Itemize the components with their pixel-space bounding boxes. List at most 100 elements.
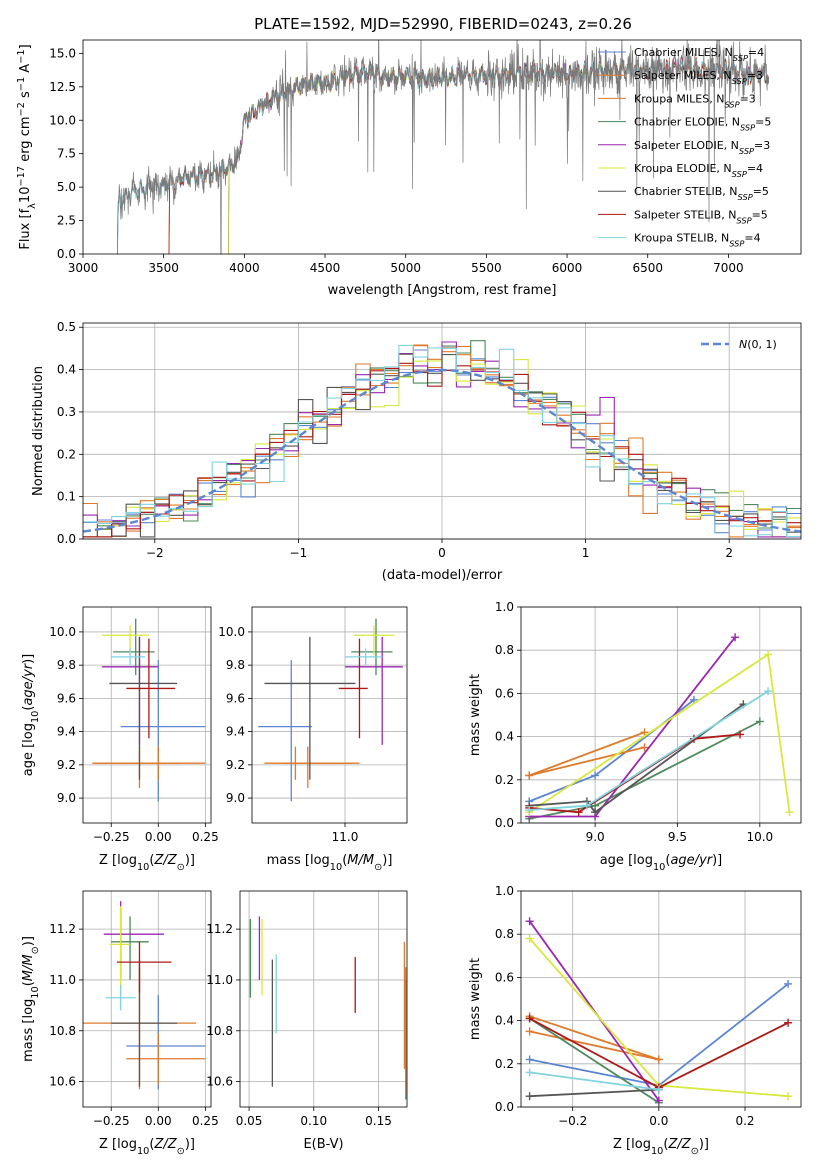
y-tick-label: 9.4 bbox=[226, 725, 245, 739]
legend-entry: Kroupa MILES, NSSP=3 bbox=[634, 92, 756, 109]
model-spectrum-line bbox=[117, 58, 769, 254]
legend-entry: Kroupa STELIB, NSSP=4 bbox=[634, 232, 761, 249]
x-tick-label: −0.25 bbox=[93, 830, 130, 844]
legend-entry: Chabrier STELIB, NSSP=5 bbox=[634, 185, 769, 202]
weight-line bbox=[529, 1030, 659, 1061]
x-tick-label: 6500 bbox=[632, 261, 663, 275]
x-axis-label: Z [log10(Z/Z⊙)] bbox=[613, 1137, 709, 1157]
model-spectrum-line bbox=[168, 57, 769, 254]
axes-frame bbox=[82, 322, 802, 540]
model-spectrum-line bbox=[168, 57, 769, 254]
legend-spectrum: Chabrier MILES, NSSP=4 Salpeter MILES, NS… bbox=[598, 46, 771, 249]
histogram-step bbox=[83, 344, 801, 538]
x-tick-label: 5000 bbox=[390, 261, 421, 275]
weight-line bbox=[529, 690, 769, 811]
y-tick-label: 10.6 bbox=[49, 1075, 76, 1089]
y-tick-label: 9.6 bbox=[57, 691, 76, 705]
axes-spectrum: 3000 3500 4000 4500 5000 5500 6000 6500 7000 0.0 2… bbox=[49, 39, 802, 275]
axes-age_vs_Z: −0.25 0.00 0.25 9.0 9.2 9.4 9.6 9.8 10.0 bbox=[49, 606, 219, 844]
y-tick-label: 9.8 bbox=[226, 658, 245, 672]
y-tick-label: 0.8 bbox=[495, 643, 514, 657]
y-tick-label: 0.0 bbox=[57, 247, 76, 261]
weight-line bbox=[528, 699, 695, 803]
legend-entry: Salpeter MILES, NSSP=3 bbox=[634, 69, 763, 86]
x-tick-label: 3500 bbox=[148, 261, 179, 275]
plot-area-residuals bbox=[83, 340, 801, 538]
axes-weight_vs_age: 9.0 9.5 10.0 0.0 0.2 0.4 0.6 0.8 1.0 bbox=[495, 600, 802, 844]
y-tick-label: 5.0 bbox=[57, 180, 76, 194]
histogram-step bbox=[83, 341, 801, 538]
y-tick-label: 0.6 bbox=[495, 970, 514, 984]
y-tick-label: 9.8 bbox=[57, 658, 76, 672]
plot-area-age_vs_Z bbox=[92, 618, 206, 802]
x-tick-label: 0.05 bbox=[236, 1114, 263, 1128]
x-axis-label: age [log10(age/yr)] bbox=[600, 853, 723, 873]
weight-line bbox=[528, 746, 645, 777]
y-tick-label: 0.4 bbox=[57, 363, 76, 377]
x-axis-label: E(B-V) bbox=[303, 1137, 343, 1152]
x-tick-label: 0.15 bbox=[365, 1114, 392, 1128]
y-tick-label: 0.4 bbox=[495, 730, 514, 744]
axes-frame bbox=[520, 606, 802, 824]
legend-entry: Kroupa ELODIE, NSSP=4 bbox=[634, 162, 763, 179]
x-tick-label: 0.00 bbox=[145, 830, 172, 844]
y-tick-label: 1.0 bbox=[495, 600, 514, 614]
x-tick-label: 3000 bbox=[68, 261, 99, 275]
y-tick-label: 9.0 bbox=[57, 791, 76, 805]
model-spectrum-line bbox=[117, 55, 769, 254]
y-axis-label: Normed distribution bbox=[31, 366, 46, 496]
y-tick-label: 7.5 bbox=[57, 147, 76, 161]
y-tick-label: 11.2 bbox=[49, 922, 76, 936]
x-tick-label: 5500 bbox=[471, 261, 502, 275]
x-axis-label: Z [log10(Z/Z⊙)] bbox=[99, 1137, 195, 1157]
y-tick-label: 10.0 bbox=[49, 113, 76, 127]
axes-residuals: −2 −1 0 1 2 0.0 0.1 0.2 0.3 0.4 0.5 bbox=[57, 320, 802, 560]
weight-line bbox=[528, 731, 645, 777]
axes-frame bbox=[82, 39, 802, 255]
x-tick-label: 7000 bbox=[713, 261, 744, 275]
axes-frame bbox=[82, 890, 212, 1108]
figure-title: PLATE=1592, MJD=52990, FIBERID=0243, z=0… bbox=[254, 15, 632, 33]
x-tick-label: 9.5 bbox=[668, 830, 687, 844]
x-tick-label: 11.0 bbox=[332, 830, 359, 844]
x-tick-label: 10.0 bbox=[746, 830, 773, 844]
x-tick-label: −1 bbox=[290, 546, 308, 560]
normal-reference-curve bbox=[83, 368, 801, 533]
y-tick-label: 10.8 bbox=[49, 1024, 76, 1038]
axes-frame bbox=[82, 606, 212, 824]
x-tick-label: 0.25 bbox=[192, 830, 219, 844]
x-axis-label: (data-model)/error bbox=[382, 568, 503, 583]
x-axis-label: wavelength [Angstrom, rest frame] bbox=[328, 283, 557, 298]
y-tick-label: 12.5 bbox=[49, 80, 76, 94]
y-tick-label: 0.0 bbox=[495, 816, 514, 830]
y-tick-label: 9.2 bbox=[226, 758, 245, 772]
plot-area-weight_vs_Z bbox=[525, 917, 793, 1107]
y-tick-label: 10.0 bbox=[218, 625, 245, 639]
y-tick-label: 9.4 bbox=[57, 725, 76, 739]
y-axis-label: mass weight bbox=[468, 674, 483, 756]
model-spectrum-line bbox=[168, 57, 769, 254]
y-tick-label: 11.2 bbox=[206, 922, 233, 936]
legend-entry: Chabrier ELODIE, NSSP=5 bbox=[634, 116, 771, 133]
y-tick-label: 0.5 bbox=[57, 320, 76, 334]
y-tick-label: 10.0 bbox=[49, 625, 76, 639]
axes-weight_vs_Z: −0.2 0.0 0.2 0.0 0.2 0.4 0.6 0.8 1.0 bbox=[495, 884, 802, 1128]
axes-mass_vs_EBV: 0.05 0.10 0.15 10.6 10.8 11.0 11.2 bbox=[206, 890, 408, 1128]
y-tick-label: 15.0 bbox=[49, 46, 76, 60]
x-tick-label: 1 bbox=[582, 546, 590, 560]
y-tick-label: 0.2 bbox=[495, 773, 514, 787]
x-tick-label: 0.0 bbox=[649, 1114, 668, 1128]
x-tick-label: −0.2 bbox=[558, 1114, 587, 1128]
axes-frame bbox=[251, 606, 408, 824]
weight-line bbox=[529, 1017, 660, 1104]
y-tick-label: 1.0 bbox=[495, 884, 514, 898]
y-axis-label: age [log10(age/yr)] bbox=[21, 654, 41, 777]
x-tick-label: 0.25 bbox=[192, 1114, 219, 1128]
y-tick-label: 0.0 bbox=[495, 1100, 514, 1114]
x-tick-label: −0.25 bbox=[93, 1114, 130, 1128]
y-tick-label: 11.0 bbox=[49, 973, 76, 987]
x-tick-label: 0 bbox=[438, 546, 446, 560]
y-tick-label: 11.0 bbox=[206, 973, 233, 987]
plot-area-weight_vs_age bbox=[525, 633, 794, 823]
